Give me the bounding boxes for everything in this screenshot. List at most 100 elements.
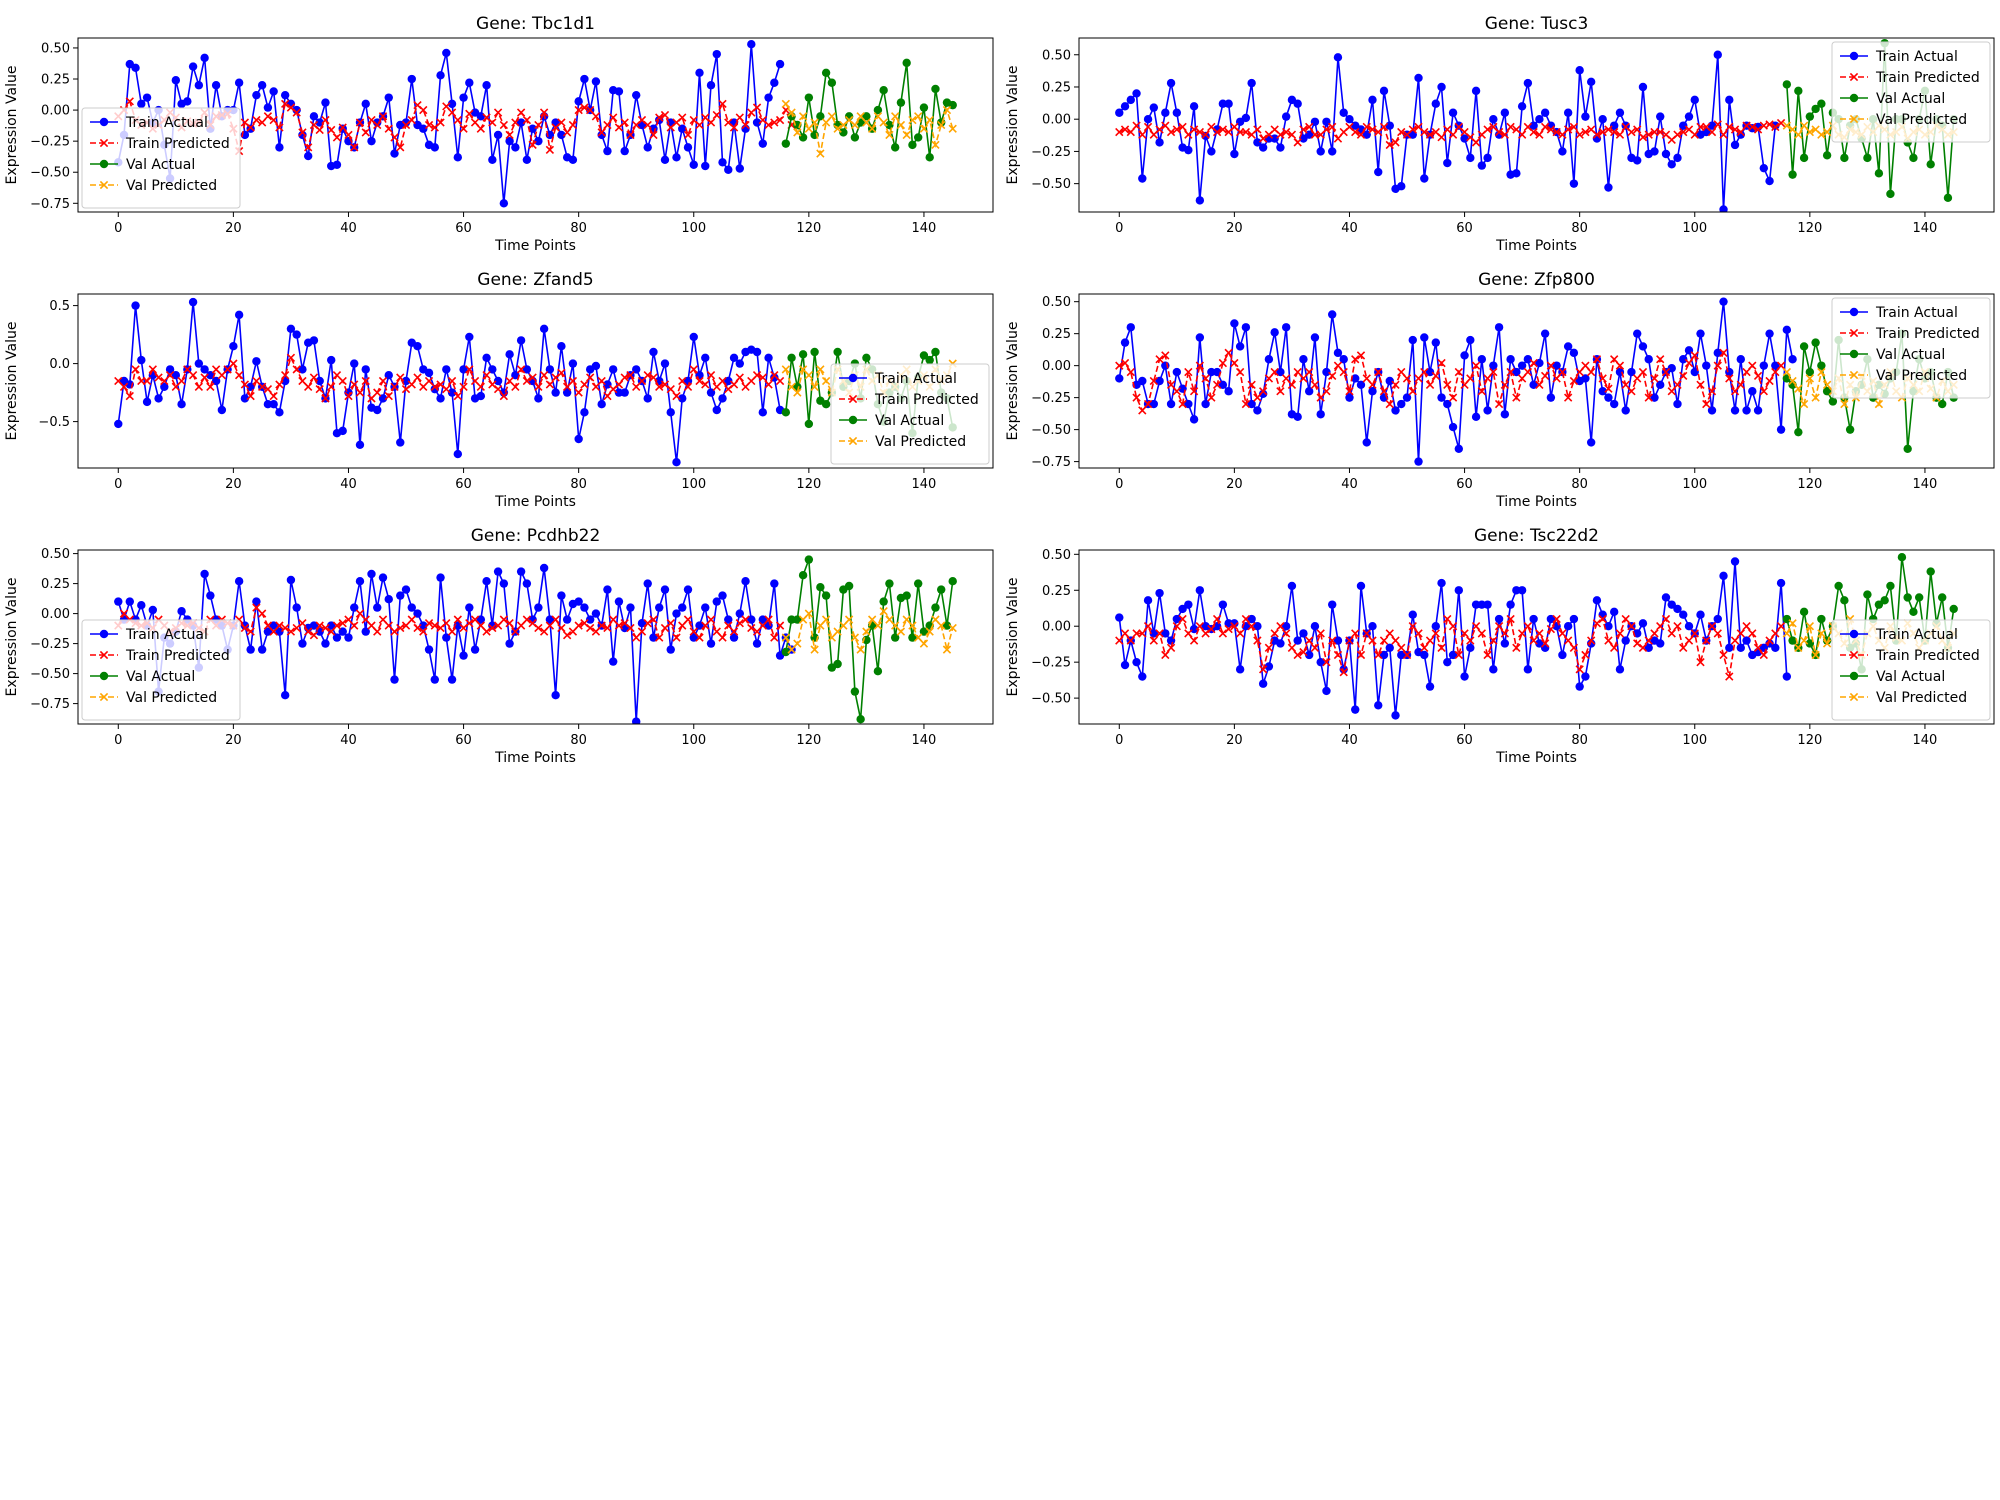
data-point: [1569, 348, 1579, 358]
data-point: [1408, 387, 1417, 396]
data-point: [275, 143, 284, 152]
x-tick-label: 120: [1797, 733, 1822, 748]
legend-label: Train Actual: [874, 371, 957, 387]
data-point: [275, 627, 284, 636]
data-point: [718, 99, 727, 109]
data-point: [361, 365, 370, 374]
data-point: [562, 388, 572, 397]
data-point: [1253, 125, 1262, 134]
data-point: [1569, 179, 1579, 188]
data-point: [1719, 130, 1728, 139]
data-point: [1926, 160, 1935, 169]
data-point: [1385, 643, 1394, 652]
data-point: [1351, 705, 1360, 714]
data-point: [643, 120, 652, 130]
x-tick-label: 0: [114, 733, 122, 748]
data-point: [430, 143, 439, 152]
legend: Train Actual Train Predicted Val Actual Val…: [1831, 619, 1991, 721]
data-point: [1552, 374, 1561, 383]
data-point: [511, 143, 520, 152]
x-tick-label: 60: [455, 733, 472, 748]
data-point: [1506, 614, 1515, 624]
y-tick-label: 0.00: [41, 607, 70, 622]
data-point: [1138, 174, 1147, 183]
data-point: [701, 353, 710, 362]
data-point: [1707, 406, 1717, 415]
data-point: [292, 365, 301, 374]
data-point: [1656, 112, 1665, 121]
data-point: [1817, 130, 1826, 139]
x-tick-label: 100: [681, 221, 706, 236]
legend-label: Val Predicted: [875, 434, 966, 450]
data-point: [1448, 422, 1458, 432]
data-point: [142, 397, 152, 407]
data-point: [816, 583, 825, 592]
y-axis-label: Expression Value: [4, 578, 20, 697]
data-point: [1466, 335, 1475, 345]
data-point: [1609, 121, 1619, 130]
data-point: [1903, 593, 1912, 602]
data-point: [373, 388, 382, 397]
axes-frame: [1078, 37, 1995, 213]
data-point: [424, 120, 434, 130]
data-point: [1546, 125, 1556, 134]
data-point: [1759, 650, 1768, 660]
data-point: [1385, 629, 1394, 638]
data-point: [1794, 130, 1803, 139]
data-point: [125, 97, 134, 106]
data-point: [1517, 130, 1527, 139]
legend-marker: [1849, 650, 1859, 660]
data-point: [1443, 380, 1452, 390]
data-point: [1414, 73, 1423, 83]
legend-label: Train Predicted: [1875, 648, 1980, 664]
legend-item: Train Actual: [839, 371, 957, 387]
data-point: [1155, 629, 1164, 638]
data-point: [672, 458, 681, 467]
data-point: [948, 577, 957, 586]
data-point: [850, 633, 860, 642]
legend: Train Actual Train Predicted Val Actual Val…: [81, 619, 241, 721]
data-point: [413, 609, 422, 618]
data-point: [1874, 169, 1884, 178]
x-tick-label: 20: [225, 221, 242, 236]
data-point: [384, 371, 393, 380]
data-point: [1529, 614, 1538, 624]
y-tick-label: 0.25: [1042, 80, 1071, 95]
data-point: [1425, 367, 1435, 377]
x-tick-label: 120: [796, 477, 821, 492]
data-point: [1730, 387, 1740, 396]
data-point: [1690, 95, 1699, 105]
data-point: [1305, 122, 1314, 132]
data-point: [1189, 387, 1199, 396]
data-point: [1402, 374, 1412, 383]
data-point: [516, 118, 526, 127]
x-tick-label: 80: [1571, 477, 1588, 492]
data-point: [234, 577, 244, 586]
data-point: [528, 124, 537, 133]
data-point: [1512, 393, 1521, 402]
data-point: [1408, 622, 1417, 631]
plot-area: [114, 555, 957, 724]
data-point: [1523, 355, 1533, 364]
data-point: [660, 110, 670, 120]
data-point: [350, 359, 359, 368]
series-val-predicted: [781, 99, 957, 158]
data-point: [1633, 329, 1642, 338]
data-point: [1161, 108, 1170, 117]
data-point: [1178, 399, 1187, 409]
data-point: [775, 115, 785, 125]
legend-item: Train Predicted: [1840, 326, 1980, 342]
data-point: [539, 371, 549, 380]
data-point: [1644, 355, 1653, 364]
legend-label: Train Actual: [125, 627, 208, 643]
x-tick-label: 80: [1571, 221, 1588, 236]
data-point: [695, 621, 704, 630]
data-point: [833, 659, 842, 669]
data-point: [1207, 624, 1216, 634]
x-tick-label: 40: [340, 221, 357, 236]
data-point: [1690, 351, 1699, 360]
data-point: [741, 120, 750, 130]
data-point: [1604, 183, 1613, 192]
data-point: [701, 380, 710, 389]
data-point: [1489, 361, 1498, 370]
